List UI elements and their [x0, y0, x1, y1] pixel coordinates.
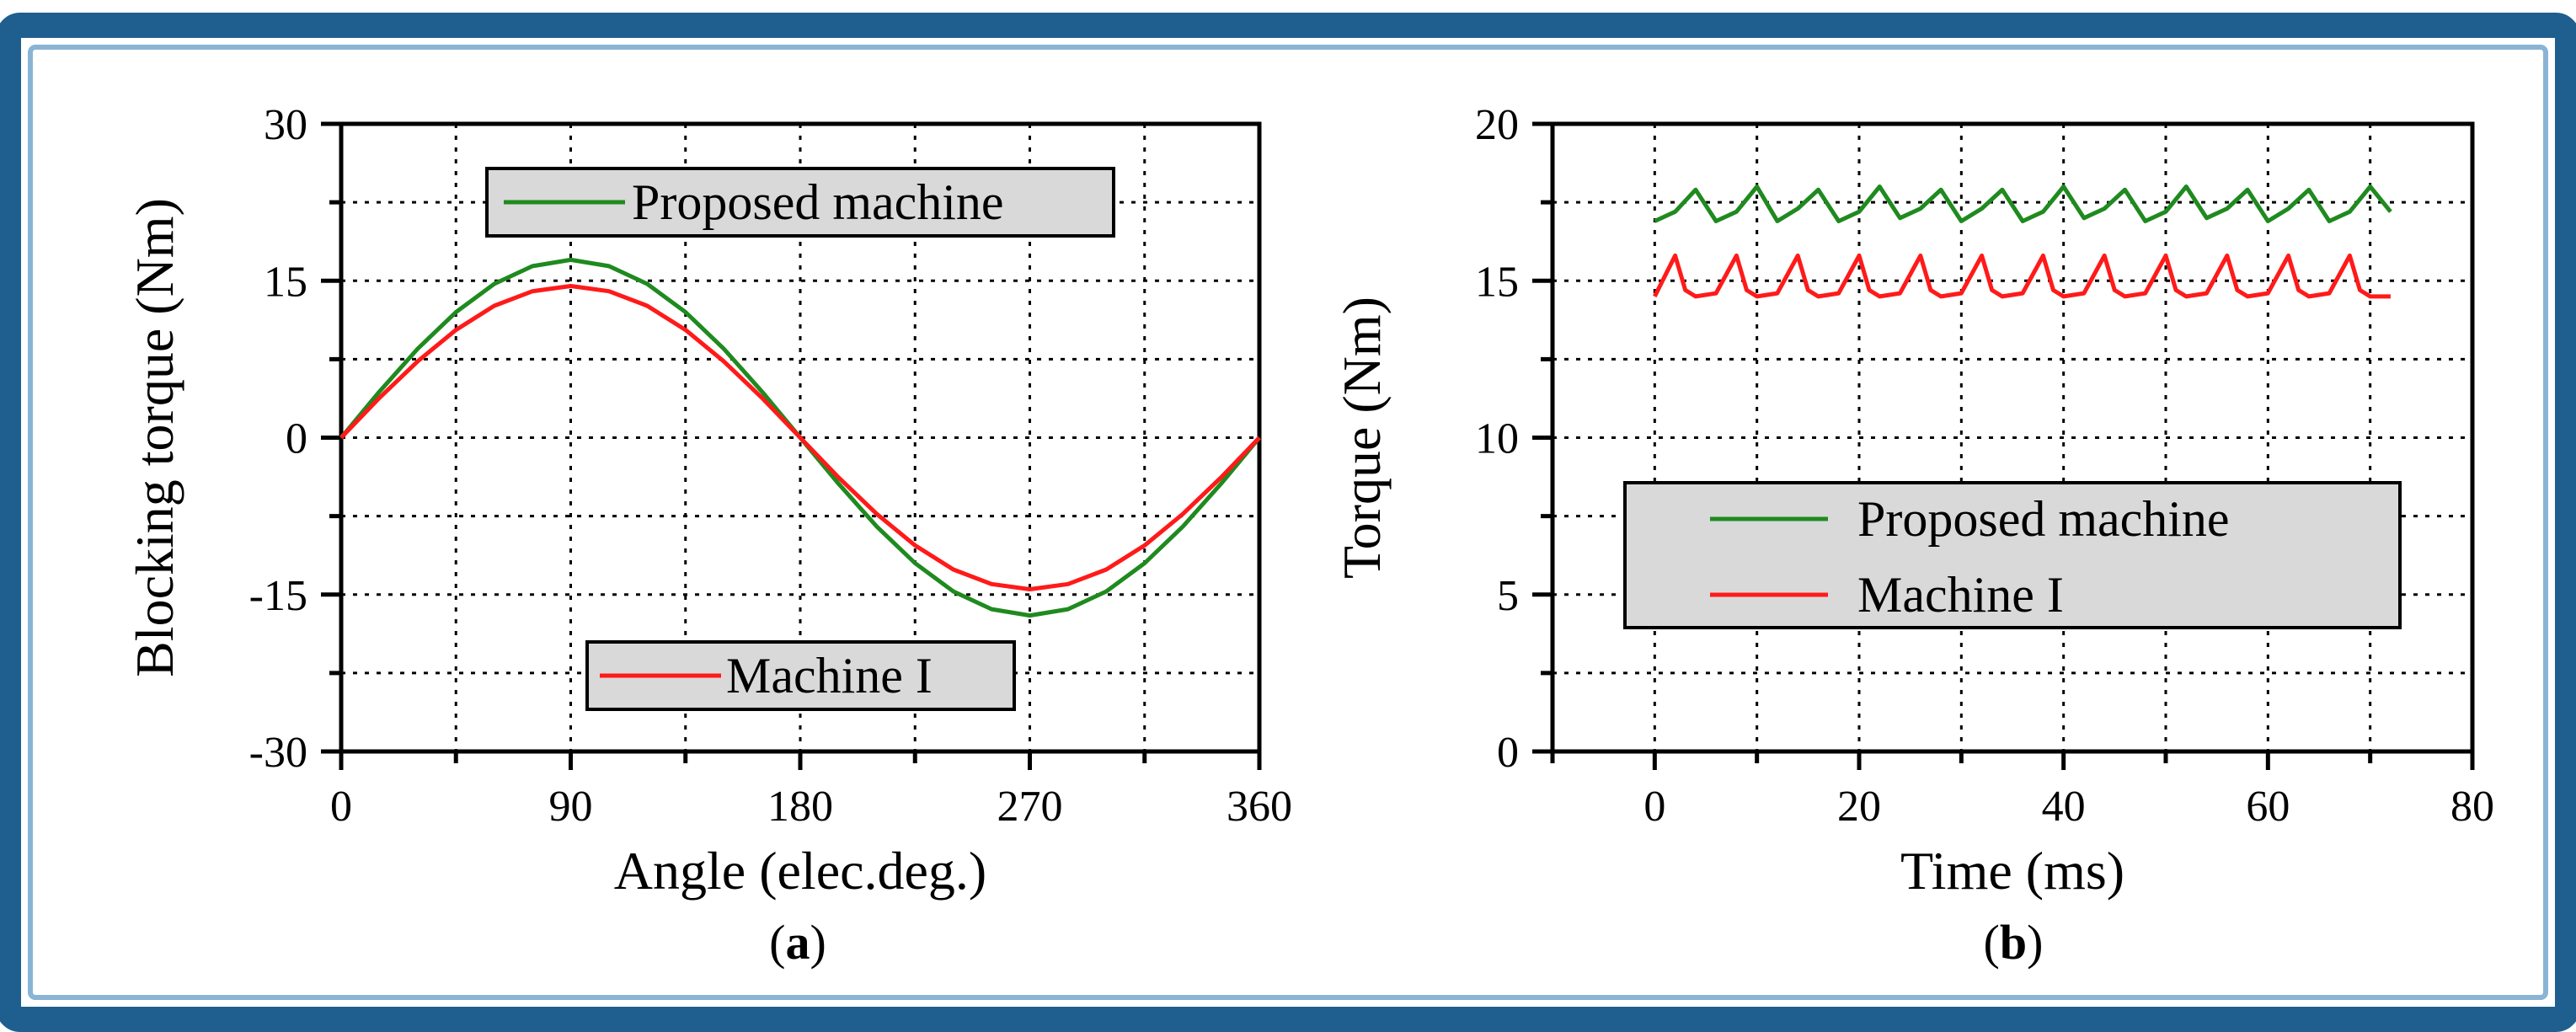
chart-b-y-tick-label: 0 — [1497, 729, 1519, 777]
chart-a-y-tick-label: 30 — [264, 101, 307, 149]
panel-b-caption: (b) — [1984, 915, 2044, 970]
chart-b-x-tick-label: 0 — [1643, 783, 1665, 831]
chart-a-x-tick-label: 180 — [767, 783, 833, 831]
chart-a-x-tick-label: 90 — [549, 783, 593, 831]
chart-b-y-tick-label: 10 — [1475, 415, 1519, 463]
chart-b-x-axis-label: Time (ms) — [1900, 841, 2124, 901]
chart-b-x-tick-label: 80 — [2450, 783, 2494, 831]
chart-a-legend-label: Proposed machine — [632, 174, 1004, 230]
chart-a-x-tick-label: 0 — [330, 783, 352, 831]
chart-b-y-tick-label: 15 — [1475, 258, 1519, 306]
chart-a-x-axis-label: Angle (elec.deg.) — [614, 841, 986, 901]
chart-b-y-axis-label: Torque (Nm) — [1332, 297, 1392, 579]
chart-b-x-tick-label: 60 — [2246, 783, 2290, 831]
chart-b-y-tick-label: 20 — [1475, 101, 1519, 149]
frame-border-inner — [28, 45, 2548, 1000]
chart-b-series-line-machine-i — [1653, 253, 2391, 299]
chart-b-legend-label: Proposed machine — [1857, 491, 2230, 547]
chart-b-x-tick-label: 40 — [2042, 783, 2086, 831]
chart-a-x-tick-label: 360 — [1227, 783, 1292, 831]
chart-a-y-tick-label: -15 — [249, 572, 307, 620]
chart-a-y-tick-label: 0 — [286, 415, 307, 463]
chart-b-y-tick-label: 5 — [1497, 572, 1519, 620]
chart-a-x-tick-label: 270 — [997, 783, 1063, 831]
chart-a-legend-label: Machine I — [726, 648, 933, 703]
chart-b-legend-label: Machine I — [1857, 567, 2064, 623]
chart-b-x-tick-label: 20 — [1837, 783, 1881, 831]
chart-b-series-line-proposed-machine — [1654, 184, 2392, 223]
chart-a-y-axis-label: Blocking torque (Nm) — [125, 198, 184, 677]
panel-b-chart: 0 20 40 60 80 20 15 10 5 0 Time (ms) Torque (Nm) Pro… — [1332, 101, 2494, 901]
chart-b-legend-box — [1623, 481, 2402, 629]
panel-a-chart: 0 90 180 270 360 30 15 0 -15 -30 Angle (elec.deg.)… — [125, 101, 1292, 901]
chart-a-y-tick-label: 15 — [264, 258, 307, 306]
chart-a-y-tick-label: -30 — [249, 729, 307, 777]
frame-border-outer — [0, 13, 2576, 1032]
panel-a-caption: (a) — [769, 915, 826, 970]
chart-a-series-line-machine-i — [339, 284, 1261, 591]
